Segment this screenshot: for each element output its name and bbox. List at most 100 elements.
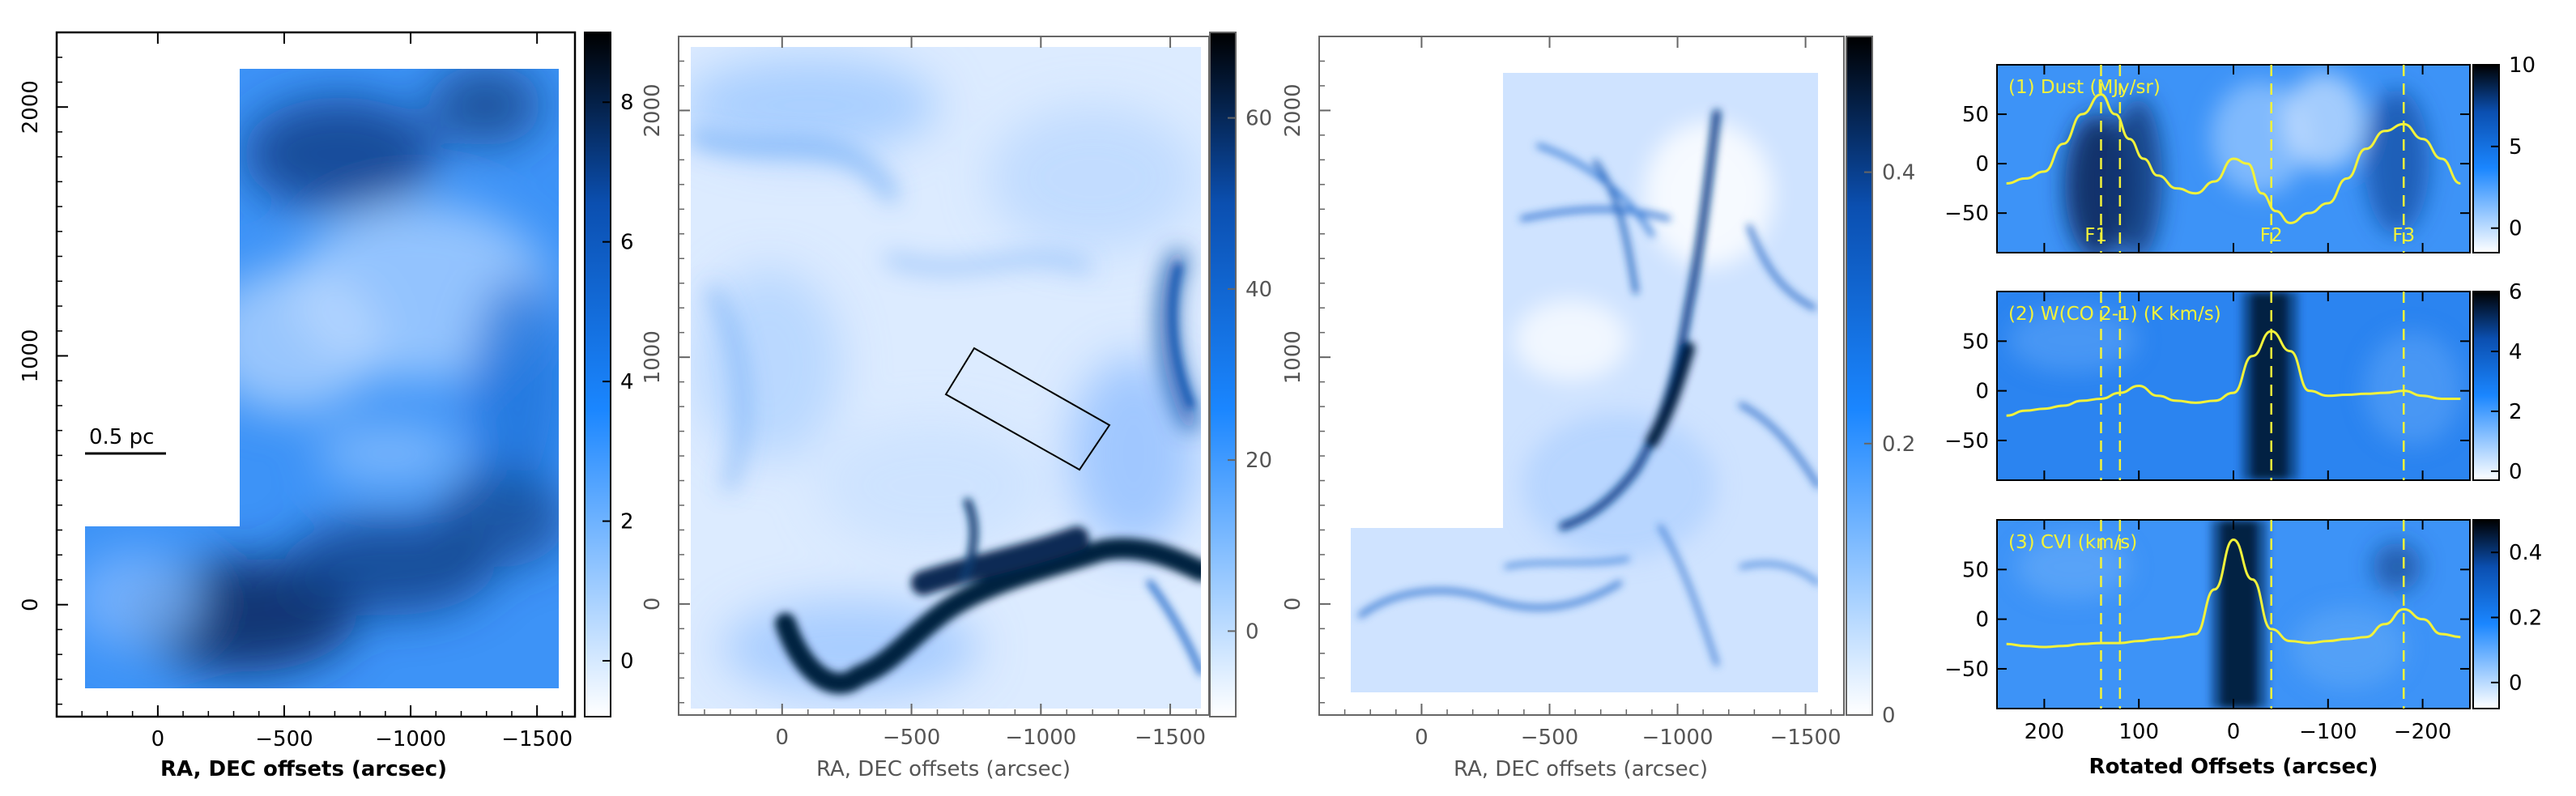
colorbar-tick-label: 0.4 (2509, 541, 2542, 565)
cvi-map-colorbar-ticks: 0 0.2 0.4 (1864, 161, 1915, 728)
cvi-map-colorbar (1846, 36, 1873, 716)
strip-co-label: (2) W(CO 2-1) (K km/s) (2008, 304, 2221, 325)
x-tick-label: 0 (151, 727, 165, 751)
strip-dust-colorbar-ticks: 0 5 10 (2491, 53, 2536, 241)
y-tick-label: 2000 (641, 83, 665, 137)
dust-map-colorbar-ticks: 0 2 4 6 8 (602, 91, 634, 674)
y-tick-label: 1000 (1281, 330, 1305, 384)
x-tick-label: 0 (776, 726, 790, 750)
y-tick-label: 2000 (1281, 83, 1305, 137)
x-tick-label: −1000 (1005, 726, 1076, 750)
cvi-map-frame (1318, 36, 1845, 716)
dust-map-image (85, 69, 559, 688)
colorbar-tick-label: 4 (620, 370, 634, 394)
colorbar-tick-label: 2 (2509, 400, 2523, 424)
colorbar-tick-label: 40 (1245, 278, 1272, 302)
cvi-map-x-ticks: 0 −500 −1000 −1500 (1343, 36, 1842, 750)
filament-label-f3: F3 (2392, 225, 2415, 246)
filament-label-f1: F1 (2084, 225, 2107, 246)
filament-labels: F1 F2 F3 (2084, 225, 2415, 246)
x-tick-label: −500 (255, 727, 313, 751)
strip-cvi-image (1997, 520, 2470, 709)
strip-dust-colorbar (2472, 64, 2500, 253)
strip-region-box (944, 347, 1111, 471)
co-map-panel: 0 −500 −1000 −1500 0 1000 2000 RA, DEC offset… (641, 32, 1272, 781)
colorbar-tick-label: 6 (2509, 280, 2523, 304)
strip-co-filament-markers (2100, 292, 2405, 480)
strip-cvi-y-ticks: 50 0 −50 (1944, 558, 2470, 682)
strip-cvi-label: (3) CVI (km/s) (2008, 532, 2137, 553)
y-tick-label: −50 (1944, 429, 1989, 453)
co-map-y-ticks: 0 1000 2000 (641, 60, 690, 704)
x-tick-label: −200 (2394, 720, 2451, 744)
colorbar-tick-label: 0 (2509, 460, 2523, 484)
x-tick-label: −500 (883, 726, 940, 750)
strip-co-image (1997, 292, 2470, 480)
co-map-x-ticks: 0 −500 −1000 −1500 (704, 36, 1206, 750)
x-tick-label: −1000 (375, 727, 446, 751)
colorbar-tick-label: 0.4 (1882, 161, 1915, 185)
dust-map-frame (55, 31, 577, 718)
filament-label-f2: F2 (2260, 225, 2283, 246)
y-tick-label: 1000 (641, 330, 665, 384)
dust-map-colorbar (584, 32, 611, 717)
dust-map-x-axis-title: RA, DEC offsets (arcsec) (160, 757, 447, 781)
colorbar-tick-label: 0 (2509, 217, 2523, 241)
y-tick-label: 0 (1975, 380, 1989, 404)
y-tick-label: 1000 (19, 329, 43, 382)
colorbar-tick-label: 60 (1245, 107, 1272, 131)
colorbar-tick-label: 0.2 (1882, 432, 1915, 457)
strip-co-colorbar (2472, 291, 2500, 481)
x-tick-label: 0 (2227, 720, 2241, 744)
x-tick-label: −1000 (1642, 726, 1714, 750)
strip-x-ticks: 200 100 0 −100 −200 (2025, 65, 2451, 744)
y-tick-label: 50 (1962, 103, 1989, 127)
colorbar-tick-label: 0 (1882, 704, 1896, 728)
strip-co-colorbar-ticks: 0 2 4 6 (2491, 280, 2523, 484)
y-tick-label: 50 (1962, 558, 1989, 582)
strip-co-profile-line (2006, 330, 2461, 417)
strip-co-y-ticks: 50 0 −50 (1944, 330, 2470, 453)
strip-dust-filament-markers (2100, 65, 2405, 253)
y-tick-label: 0 (19, 598, 43, 611)
x-tick-label: 200 (2025, 720, 2065, 744)
y-tick-label: 0 (641, 598, 665, 611)
x-tick-label: −100 (2299, 720, 2357, 744)
strip-cvi-profile-line (2006, 538, 2461, 649)
co-map-colorbar-ticks: 0 20 40 60 (1228, 107, 1272, 644)
x-tick-label: 100 (2118, 720, 2159, 744)
dust-map-x-ticks: 0 −500 −1000 −1500 (81, 32, 573, 751)
x-tick-label: −1500 (1135, 726, 1206, 750)
cvi-map-panel: 0 −500 −1000 −1500 0 1000 2000 RA, DEC offset… (1281, 36, 1915, 781)
dust-map-y-ticks: 0 1000 2000 (19, 56, 68, 705)
colorbar-tick-label: 10 (2509, 53, 2536, 78)
colorbar-tick-label: 8 (620, 91, 634, 115)
colorbar-tick-label: 0.2 (2509, 607, 2542, 631)
x-tick-label: 0 (1415, 726, 1429, 750)
y-tick-label: −50 (1944, 202, 1989, 226)
co-map-colorbar (1209, 32, 1237, 717)
cvi-map-x-axis-title: RA, DEC offsets (arcsec) (1454, 757, 1708, 781)
strip-dust-y-ticks: 50 0 −50 (1944, 103, 2470, 226)
colorbar-tick-label: 5 (2509, 135, 2523, 160)
scale-bar-label: 0.5 pc (89, 425, 154, 449)
x-tick-label: −1500 (501, 727, 573, 751)
y-tick-label: −50 (1944, 658, 1989, 682)
x-tick-label: −500 (1521, 726, 1578, 750)
colorbar-tick-label: 0 (1245, 619, 1259, 644)
y-tick-label: 2000 (19, 80, 43, 134)
colorbar-tick-label: 20 (1245, 449, 1272, 473)
y-tick-label: 50 (1962, 330, 1989, 354)
x-tick-label: −1500 (1770, 726, 1842, 750)
colorbar-tick-label: 2 (620, 510, 634, 534)
strip-cvi-filament-markers (2100, 520, 2405, 709)
co-map-x-axis-title: RA, DEC offsets (arcsec) (816, 757, 1071, 781)
co-map-image (691, 47, 1201, 709)
dust-map-panel: 0.5 pc 0 −500 −1000 −1500 0 1000 2000 RA, DEC… (19, 31, 634, 781)
colorbar-tick-label: 4 (2509, 340, 2523, 364)
y-tick-label: 0 (1975, 608, 1989, 632)
strip-dust-label: (1) Dust (MJy/sr) (2008, 77, 2161, 98)
strip-profiles-panel: (1) Dust (MJy/sr) F1 F2 F3 50 0 −50 0 5 10 (2)… (1944, 53, 2542, 779)
colorbar-tick-label: 0 (2509, 671, 2523, 696)
